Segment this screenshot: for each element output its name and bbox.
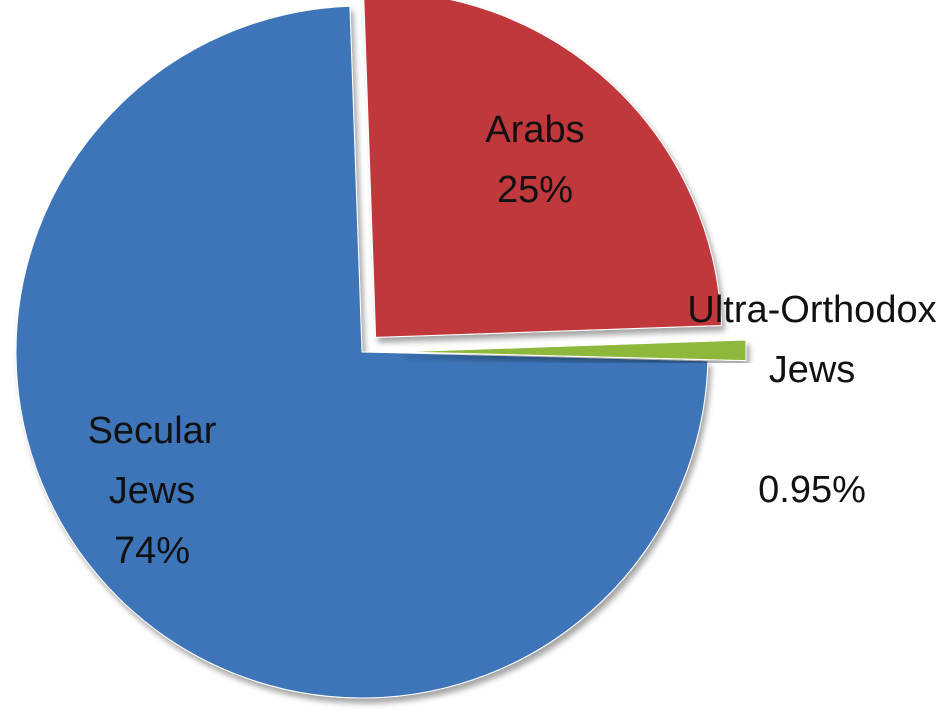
- data-label: Ultra-Orthodox Jews 0.95%: [672, 280, 944, 520]
- pie-slice: [363, 0, 722, 338]
- value-label: 25%: [496, 169, 574, 211]
- category-label: Ultra-Orthodox Jews: [687, 289, 937, 391]
- pie-slice: [15, 5, 709, 699]
- data-label: Arabs 25%: [435, 100, 635, 220]
- value-label: 74%: [113, 530, 191, 572]
- data-label: Secular Jews 74%: [72, 401, 232, 581]
- value-label: 0.95%: [758, 469, 866, 511]
- category-label: Arabs: [485, 109, 585, 151]
- pie-slice: [399, 339, 747, 362]
- category-label: Secular Jews: [87, 410, 217, 512]
